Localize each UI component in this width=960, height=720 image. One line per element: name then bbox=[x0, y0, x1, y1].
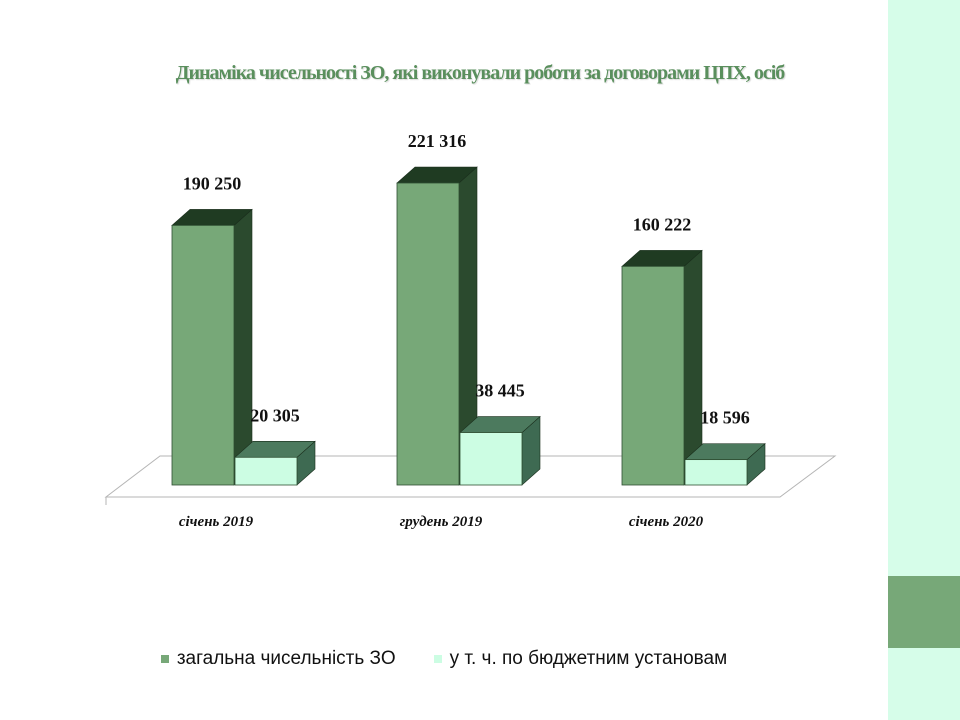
bar-budget-1 bbox=[459, 415, 541, 486]
bar-budget-0 bbox=[234, 440, 316, 486]
bar-total-1 bbox=[396, 166, 478, 486]
x-tick-label-0: січень 2019 bbox=[179, 514, 254, 530]
bar-total-0 bbox=[171, 208, 253, 486]
data-label-total-1: 221 316 bbox=[408, 131, 467, 151]
chart-title: Динаміка чисельності ЗО, які виконували … bbox=[175, 62, 786, 84]
data-label-budget-1: 38 445 bbox=[475, 381, 525, 401]
x-tick-label-1: грудень 2019 bbox=[400, 514, 483, 530]
decorative-accent-block bbox=[888, 576, 960, 648]
bar-front-face bbox=[621, 265, 685, 486]
chart-plot: 190 250 20 305 січень 2019 221 316 38 445 гру… bbox=[104, 131, 837, 530]
data-label-budget-2: 18 596 bbox=[700, 408, 750, 428]
data-label-budget-0: 20 305 bbox=[250, 405, 300, 425]
bar-total-2 bbox=[621, 249, 703, 486]
chart-legend: загальна чисельність ЗО у т. ч. по бюдже… bbox=[0, 648, 888, 670]
bar-front-face bbox=[684, 459, 748, 486]
bar-budget-2 bbox=[684, 442, 766, 486]
data-label-total-0: 190 250 bbox=[183, 173, 242, 193]
legend-label-total: загальна чисельність ЗО bbox=[176, 648, 396, 669]
bar-side-face bbox=[233, 208, 253, 486]
legend-item-total: загальна чисельність ЗО bbox=[160, 648, 396, 670]
bar-front-face bbox=[234, 456, 298, 486]
data-label-total-2: 160 222 bbox=[633, 214, 692, 234]
bar-front-face bbox=[396, 182, 460, 486]
legend-swatch-total bbox=[160, 655, 169, 663]
legend-item-budget: у т. ч. по бюджетним установам bbox=[433, 648, 728, 670]
legend-label-budget: у т. ч. по бюджетним установам bbox=[449, 648, 728, 669]
bar-front-face bbox=[171, 224, 235, 486]
x-tick-label-2: січень 2020 bbox=[629, 514, 704, 530]
bar-front-face bbox=[459, 432, 523, 486]
legend-swatch-budget bbox=[433, 655, 442, 663]
